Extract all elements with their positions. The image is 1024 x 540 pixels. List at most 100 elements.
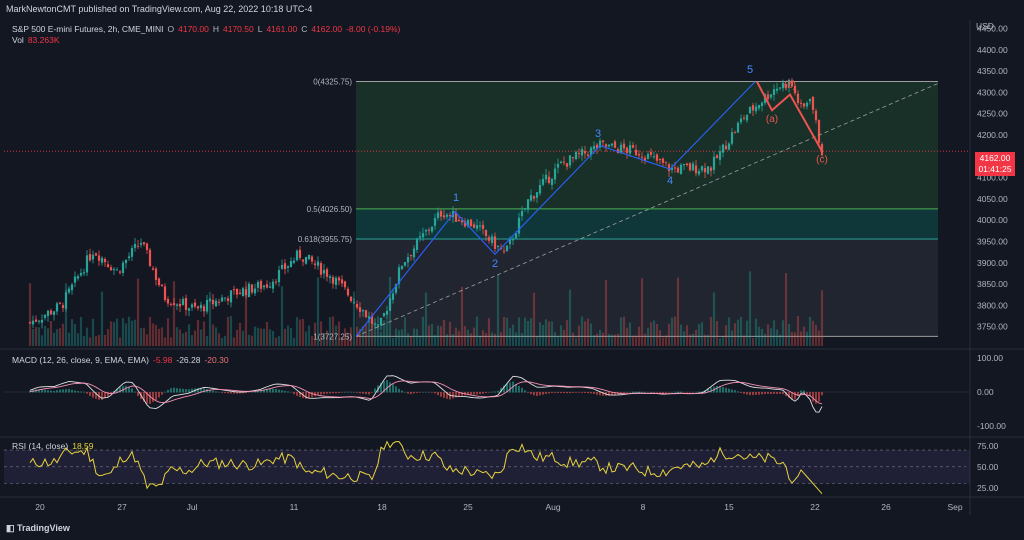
rsi-panel [4,440,970,495]
volume-bar [706,334,710,346]
candle-body [676,167,680,173]
candle-body [745,114,749,121]
volume-bar [463,326,467,346]
macd-hist-bar [749,392,751,396]
candle-body [193,302,197,307]
macd-hist-bar [683,392,685,393]
macd-hist-bar [251,391,253,393]
candle-body [679,164,683,175]
candle-body [31,320,35,325]
candle-body [544,174,548,180]
macd-hist-bar [122,385,124,393]
macd-hist-bar [221,392,223,393]
volume-bar [778,334,782,346]
macd-hist-bar [599,392,601,396]
macd-hist-bar [233,392,235,394]
candle-body [796,93,800,103]
candle-body [520,210,524,217]
fib-zone-05-0618 [356,208,938,240]
volume-bar [688,334,692,346]
volume-bar [52,332,56,346]
macd-hist-bar [242,392,244,394]
candle-body [586,154,590,156]
y-tick-1: 4400.00 [977,45,1008,55]
volume-bar [724,325,728,346]
candle-body [85,255,89,273]
candle-body [541,178,545,185]
candle-body [466,220,470,227]
candle-body [202,306,206,312]
candle-body [331,277,335,284]
publisher-credit: MarkNewtonCMT published on TradingView.c… [6,4,313,14]
candle-body [415,238,419,251]
volume-bar [805,331,809,346]
volume-bar [694,329,698,346]
volume-bar [751,337,755,346]
macd-hist-bar [575,392,577,393]
corr-label-2: (c) [816,155,828,166]
macd-hist-bar [515,383,517,393]
macd-hist-bar [128,387,130,393]
volume-bar [802,326,806,346]
currency-label: USD [976,21,994,31]
volume-bar [487,318,491,346]
macd-hist-bar [392,384,394,393]
candle-body [370,315,374,324]
volume-bar [388,276,392,346]
macd-tick-m100: -100.00 [977,421,1006,431]
macd-tick-0: 0.00 [977,387,994,397]
macd-hist-bar [563,392,565,394]
macd-hist-bar [545,392,547,395]
candle-body [610,143,614,146]
candle-body [358,307,362,312]
rsi-label: RSI (14, close) [12,441,69,451]
candle-body [181,298,185,306]
macd-hist-bar [506,383,508,393]
candle-body [385,310,389,315]
macd-hist-bar [737,391,739,393]
volume-bar [613,334,617,346]
macd-hist-bar [341,392,343,393]
macd-hist-bar [284,390,286,393]
macd-hist-bar [521,387,523,393]
volume-bar [796,316,800,346]
volume-bar [718,337,722,346]
x-tick-3: 11 [290,502,299,512]
volume-bar [421,316,425,346]
macd-line [29,375,823,413]
candle-body [40,319,44,323]
macd-hist-bar [539,392,541,396]
macd-hist-bar [254,391,256,393]
candle-body [460,220,464,223]
macd-hist-bar [74,390,76,393]
fib-label-0: 0(4325.75) [313,77,352,86]
volume-bar [136,278,140,346]
candle-body [700,166,704,171]
volume-bar [676,277,680,346]
volume-bar [382,320,386,346]
candle-body [712,156,716,170]
symbol-name: S&P 500 E-mini Futures, 2h, CME_MINI [12,24,164,34]
volume-bar [409,336,413,346]
candle-body [568,155,572,166]
candle-body [367,316,371,319]
macd-hist-bar [344,391,346,393]
candle-body [34,319,38,322]
volume-bar [784,273,788,346]
macd-hist-bar [596,392,598,395]
volume-bar [274,337,278,346]
bar-countdown: 01:41:25 [978,164,1012,174]
volume-bar [658,330,662,346]
macd-hist-bar [653,392,655,393]
macd-hist-bar [320,392,322,395]
candle-body [391,293,395,300]
volume-bar [142,327,146,346]
wave-label-5: 5 [747,64,753,76]
volume-bar [667,323,671,346]
volume-bar [469,333,473,346]
volume-bar [721,336,725,346]
volume-bar [589,323,593,346]
macd-hist-bar [89,392,91,396]
macd-hist-bar [326,392,328,394]
